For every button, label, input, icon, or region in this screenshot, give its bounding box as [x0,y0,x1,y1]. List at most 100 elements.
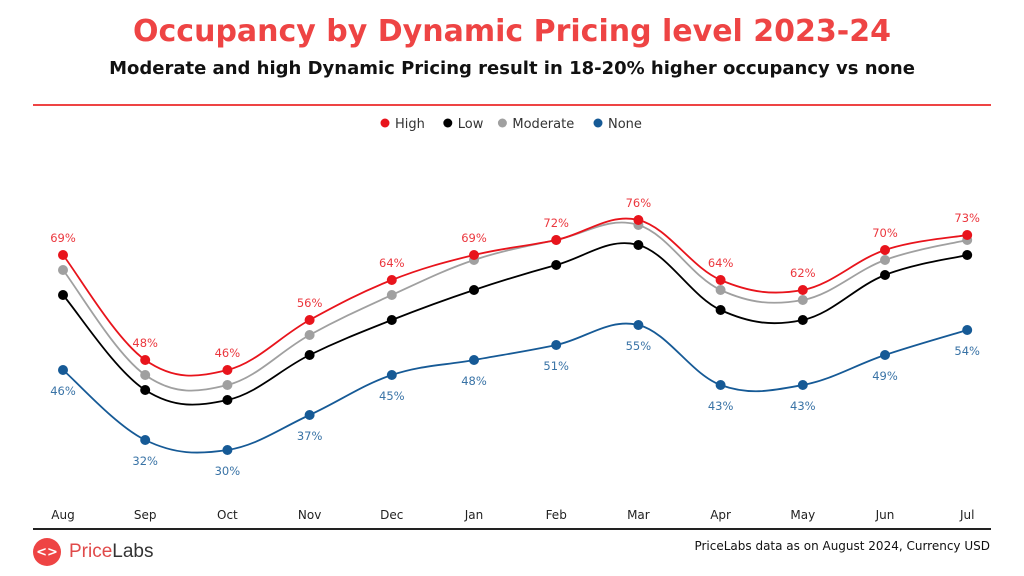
data-label-none: 32% [132,454,158,468]
data-label-high: 64% [708,256,734,270]
x-tick-label: Aug [51,508,74,522]
x-tick-label: Mar [627,508,650,522]
footer-divider [33,528,991,530]
data-point-moderate [58,265,68,275]
data-point-none [304,410,315,420]
data-point-none [140,435,151,445]
data-point-high [962,230,973,240]
data-point-none [469,355,479,365]
data-label-high: 73% [954,211,980,225]
data-point-none [715,380,726,390]
data-label-none: 51% [543,359,569,373]
pricelabs-logo: <> PriceLabs [33,538,154,566]
data-label-none: 46% [50,384,76,398]
data-point-moderate [386,290,397,300]
data-label-high: 76% [626,196,652,210]
chart-title: Occupancy by Dynamic Pricing level 2023-… [133,14,891,49]
data-label-high: 64% [379,256,405,270]
data-point-low [551,260,562,270]
x-tick-label: Sep [134,508,157,522]
data-point-high [797,285,808,295]
data-point-low [222,395,233,405]
data-point-low [140,385,151,395]
legend-label-none: None [608,117,642,132]
x-tick-label: Jun [875,508,895,522]
data-point-high [222,365,233,375]
data-label-none: 55% [626,339,652,353]
data-point-moderate [304,330,315,340]
data-point-high [551,235,562,245]
data-point-high [140,355,151,365]
brand-part-2: Labs [112,541,154,562]
data-label-none: 43% [790,399,816,413]
data-point-high [633,215,644,225]
data-label-high: 46% [215,346,241,360]
data-point-low [797,315,808,325]
data-point-none [551,340,562,350]
data-label-none: 43% [708,399,734,413]
data-label-none: 48% [461,374,487,388]
data-point-low [386,315,397,325]
data-point-low [880,270,890,280]
header-divider [33,104,991,106]
data-point-none [222,445,233,455]
data-point-none [633,320,644,330]
data-point-high [58,250,68,260]
data-point-low [715,305,726,315]
data-label-high: 62% [790,266,816,280]
data-point-low [633,240,644,250]
x-tick-label: May [790,508,815,522]
x-tick-label: Dec [380,508,403,522]
data-point-moderate [140,370,151,380]
data-label-none: 49% [872,369,898,383]
data-label-none: 45% [379,389,405,403]
x-tick-label: Oct [217,508,238,522]
legend-marker-moderate [497,118,507,128]
data-point-none [386,370,397,380]
x-tick-label: Apr [710,508,731,522]
data-label-high: 70% [872,226,898,240]
legend-label-moderate: Moderate [512,117,574,132]
data-point-low [304,350,315,360]
x-tick-label: Nov [298,508,321,522]
data-label-high: 48% [132,336,158,350]
data-point-moderate [797,295,808,305]
x-tick-label: Jan [464,508,484,522]
x-tick-label: Jul [959,508,974,522]
data-label-high: 72% [543,216,569,230]
data-point-none [58,365,68,375]
data-point-low [469,285,479,295]
data-point-none [962,325,973,335]
data-point-moderate [222,380,233,390]
legend-marker-low [443,118,453,128]
legend-marker-none [593,118,603,128]
data-point-none [880,350,890,360]
data-point-none [797,380,808,390]
brand-part-1: Price [69,541,113,562]
data-label-high: 56% [297,296,323,310]
data-point-high [304,315,315,325]
legend-marker-high [380,118,390,128]
legend-label-high: High [395,117,425,132]
chart-subtitle: Moderate and high Dynamic Pricing result… [109,58,915,79]
data-label-none: 37% [297,429,323,443]
series-line-none [62,322,968,454]
series-line-low [62,242,968,406]
legend-label-low: Low [458,117,484,132]
data-point-moderate [880,255,890,265]
source-note: PriceLabs data as on August 2024, Curren… [694,539,990,553]
data-point-high [880,245,890,255]
data-point-moderate [715,285,726,295]
logo-code-icon: <> [33,538,61,566]
data-label-high: 69% [461,231,487,245]
data-point-low [962,250,973,260]
data-label-high: 69% [50,231,76,245]
data-label-none: 30% [215,464,241,478]
data-label-none: 54% [954,344,980,358]
x-tick-label: Feb [546,508,567,522]
data-point-low [58,290,68,300]
data-point-high [469,250,479,260]
data-point-high [715,275,726,285]
data-point-high [386,275,397,285]
